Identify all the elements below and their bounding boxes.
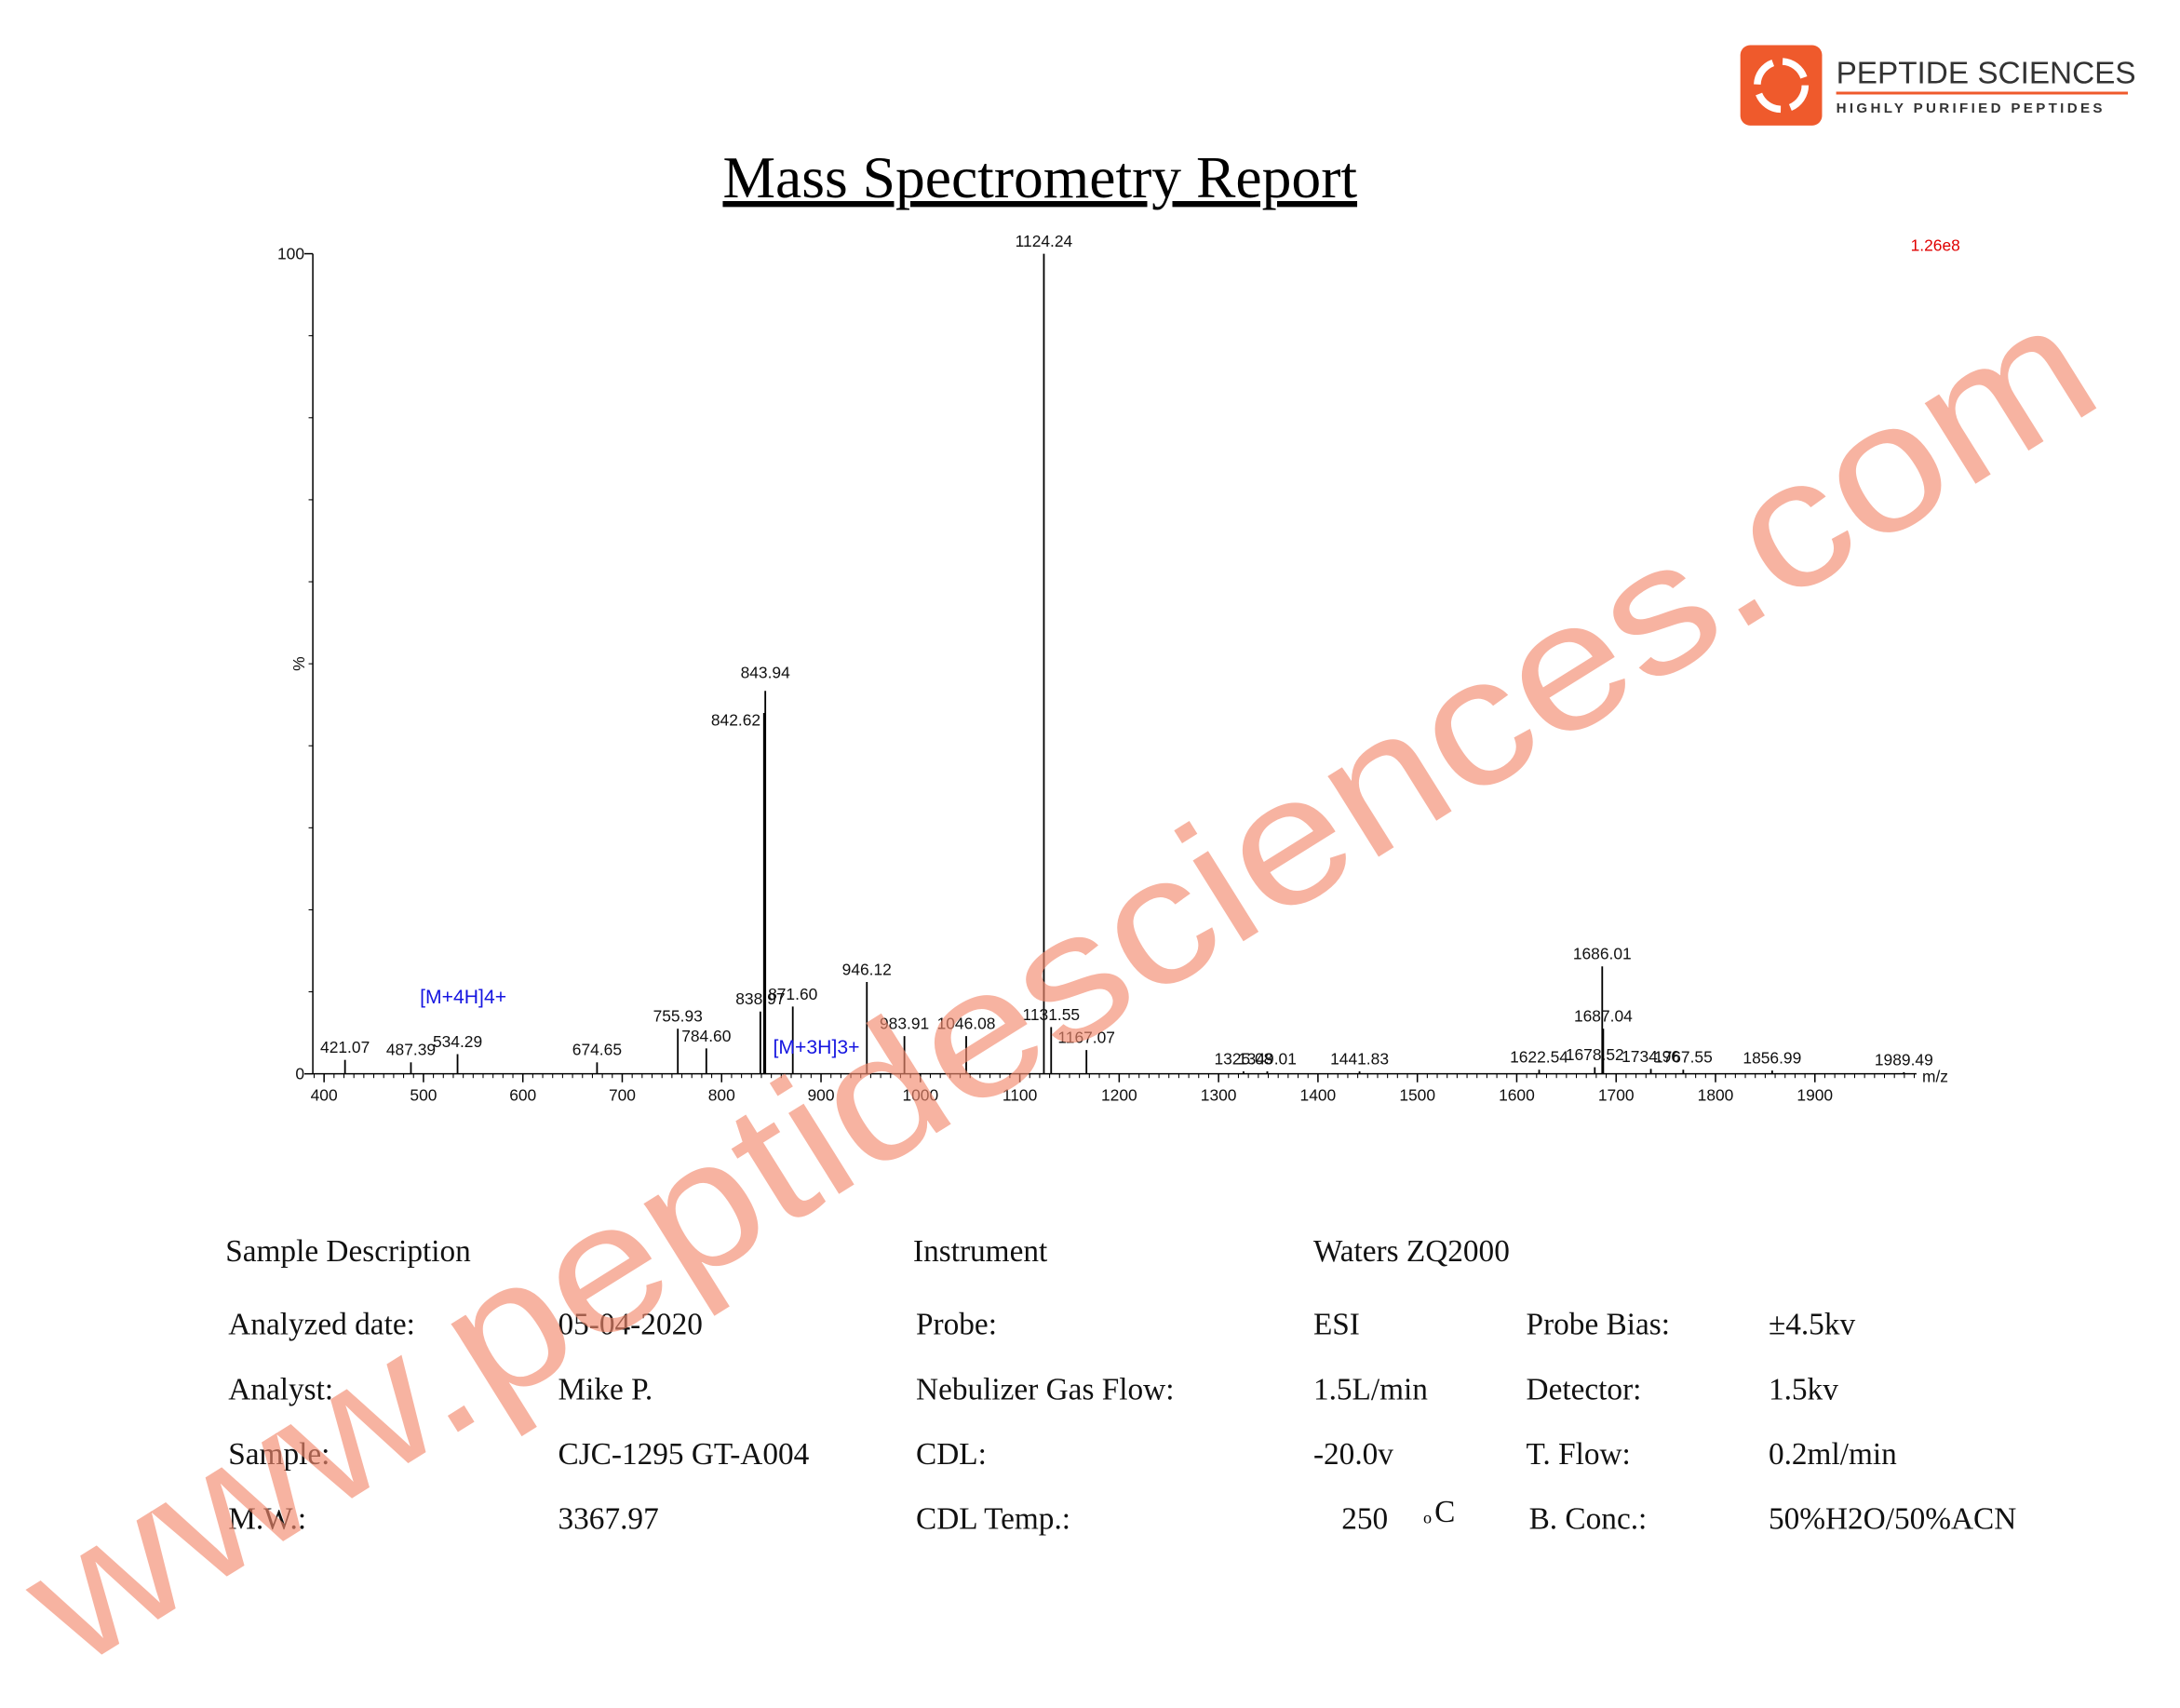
peak-label: 983.91 <box>880 1015 929 1033</box>
y-tick-label: 0 <box>295 1065 304 1083</box>
x-tick-label: 1800 <box>1698 1085 1734 1104</box>
peak-label: 421.07 <box>320 1038 370 1056</box>
watermark: www.peptidesciences.com <box>0 263 2129 1704</box>
peak-label: 842.62 <box>711 711 760 730</box>
annotation: [M+3H]3+ <box>773 1037 859 1058</box>
logo-icon <box>1740 45 1823 126</box>
x-tick-label: 900 <box>808 1085 835 1104</box>
cell: Probe: <box>916 1308 997 1342</box>
peak-label: 1767.55 <box>1654 1048 1713 1067</box>
degree-mark: o <box>1423 1509 1432 1527</box>
annotation: [M+4H]4+ <box>420 987 506 1008</box>
x-tick-label: 400 <box>311 1085 338 1104</box>
y-tick-label: 100 <box>277 245 304 263</box>
section-header: Waters ZQ2000 <box>1313 1234 1510 1269</box>
peak-label: 1734.96 <box>1622 1047 1680 1066</box>
cell: Probe Bias: <box>1527 1308 1670 1342</box>
cell: Mike P. <box>558 1372 653 1406</box>
peak-label: 946.12 <box>842 960 892 978</box>
cell: ESI <box>1313 1308 1360 1342</box>
x-tick-label: 1100 <box>1003 1085 1037 1104</box>
degree-unit: C <box>1434 1495 1455 1529</box>
cell: Sample: <box>228 1437 330 1472</box>
peak-label: 1441.83 <box>1330 1049 1389 1068</box>
peak-label: 871.60 <box>768 985 817 1003</box>
cell: CDL: <box>916 1437 987 1472</box>
x-tick-label: 1700 <box>1598 1085 1635 1104</box>
x-tick-label: 500 <box>410 1085 437 1104</box>
cell: 1.5kv <box>1769 1372 1838 1406</box>
cell: ±4.5kv <box>1769 1308 1856 1342</box>
peak-label: 487.39 <box>386 1041 436 1059</box>
logo-swirl <box>1754 58 1810 114</box>
peak-label: 1124.24 <box>1016 232 1073 250</box>
peak-label: 1989.49 <box>1875 1050 1933 1069</box>
peak-label: 1687.04 <box>1574 1007 1633 1026</box>
x-tick-label: 700 <box>609 1085 636 1104</box>
x-tick-label: 600 <box>509 1085 536 1104</box>
section-header: Sample Description <box>225 1234 471 1269</box>
title: Mass Spectrometry Report <box>722 144 1357 210</box>
peak-label: 838.97 <box>735 989 785 1008</box>
cell: Detector: <box>1527 1372 1642 1406</box>
info-table: Sample Description Instrument Waters ZQ200… <box>225 1234 2016 1537</box>
x-tick-label: 1600 <box>1499 1085 1535 1104</box>
peak-label: 1686.01 <box>1573 945 1632 963</box>
x-tick-label: 1300 <box>1201 1085 1237 1104</box>
peak-label: 784.60 <box>681 1027 731 1045</box>
peak-label: 1856.99 <box>1743 1049 1801 1068</box>
logo-tagline: HIGHLY PURIFIED PEPTIDES <box>1837 101 2106 116</box>
y-axis-label: % <box>289 656 308 670</box>
x-axis-label: m/z <box>1922 1068 1948 1086</box>
peak-label: 843.94 <box>741 664 791 682</box>
peak-label: 534.29 <box>433 1032 482 1051</box>
x-tick-label: 1200 <box>1101 1085 1137 1104</box>
cell: Nebulizer Gas Flow: <box>916 1372 1174 1406</box>
scale-label: 1.26e8 <box>1911 236 1960 255</box>
peak-label: 755.93 <box>653 1007 703 1026</box>
cell: 05-04-2020 <box>558 1308 703 1342</box>
logo-name: PEPTIDE SCIENCES <box>1837 56 2136 90</box>
cell: M.W.: <box>228 1502 306 1537</box>
cell: Analyst: <box>228 1372 333 1406</box>
x-tick-label: 800 <box>708 1085 735 1104</box>
cell: 50%H2O/50%ACN <box>1769 1502 2016 1537</box>
cell: 3367.97 <box>558 1502 659 1537</box>
cell: 0.2ml/min <box>1769 1437 1897 1472</box>
cell: -20.0v <box>1313 1437 1393 1472</box>
peak-label: 1349.01 <box>1238 1049 1297 1068</box>
cell: CJC-1295 GT-A004 <box>558 1437 810 1472</box>
peak-label: 1131.55 <box>1022 1005 1080 1024</box>
cell: B. Conc.: <box>1529 1502 1648 1537</box>
section-header: Instrument <box>913 1234 1048 1269</box>
x-tick-label: 1400 <box>1300 1085 1337 1104</box>
peak-label: 1325.08 <box>1214 1049 1272 1068</box>
x-tick-label: 1000 <box>902 1085 938 1104</box>
peak-label: 1678.52 <box>1566 1045 1624 1064</box>
cell: T. Flow: <box>1527 1437 1631 1472</box>
peak-label: 674.65 <box>572 1041 622 1059</box>
cell: Analyzed date: <box>228 1308 415 1342</box>
cell: 1.5L/min <box>1313 1372 1428 1406</box>
peak-label: 1167.07 <box>1057 1029 1115 1047</box>
cell: CDL Temp.: <box>916 1502 1070 1537</box>
x-tick-label: 1500 <box>1399 1085 1435 1104</box>
spectrum: 400 500 600 700 800 900 1000 1100 1200 1300 1400 15… <box>277 232 1960 1104</box>
peak-label: 1622.54 <box>1510 1048 1568 1067</box>
cell: 250 <box>1341 1502 1388 1537</box>
peak-label: 1046.08 <box>937 1015 996 1033</box>
x-tick-label: 1900 <box>1796 1085 1833 1104</box>
